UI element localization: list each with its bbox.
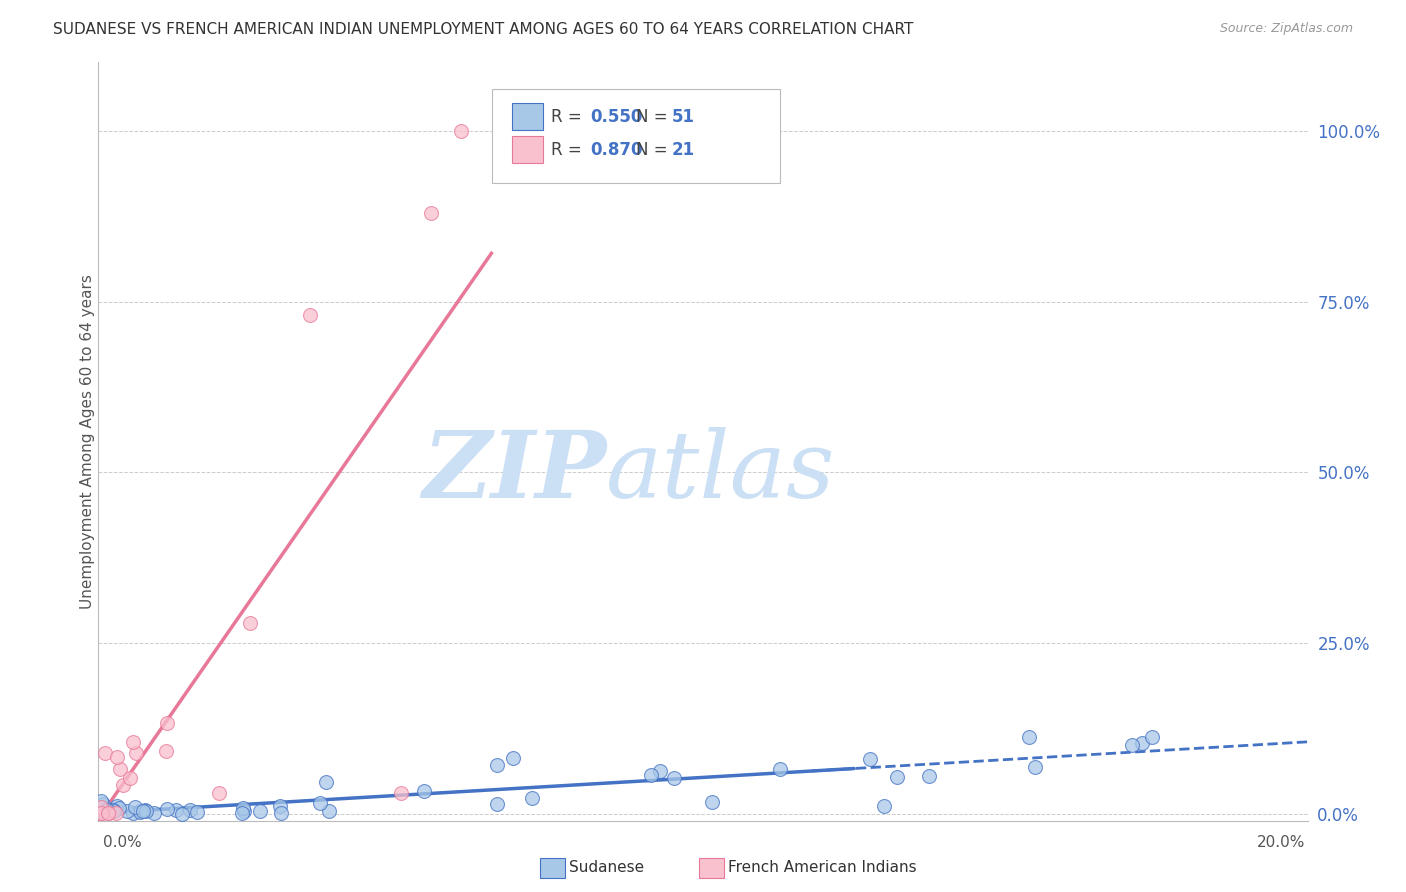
Point (502, 750, 524, 764)
Point (1130, 736, 1153, 750)
Point (299, 308, 322, 322)
Point (486, 797, 509, 811)
Point (1140, 730, 1163, 744)
Point (132, 804, 155, 818)
Text: R =: R = (551, 141, 588, 159)
Point (186, 805, 208, 819)
Point (105, 798, 128, 813)
Text: N =: N = (636, 108, 672, 126)
Text: 0.870: 0.870 (591, 141, 643, 159)
Point (103, 804, 125, 818)
Point (859, 752, 882, 766)
Point (650, 764, 672, 779)
Point (269, 799, 291, 814)
Text: N =: N = (636, 141, 672, 159)
Point (96, 803, 118, 817)
Text: 0.550: 0.550 (591, 108, 643, 126)
Point (94, 746, 117, 760)
Point (231, 806, 253, 821)
Point (101, 804, 124, 818)
Point (232, 805, 254, 819)
Point (91, 806, 114, 821)
Point (315, 775, 337, 789)
Point (155, 744, 177, 758)
Point (918, 769, 941, 783)
Point (1121, 738, 1143, 752)
Text: 0.0%: 0.0% (103, 836, 142, 850)
Point (90, 794, 112, 808)
Point (135, 804, 157, 818)
Text: Sudanese: Sudanese (569, 861, 644, 875)
Point (520, 791, 543, 805)
Point (122, 805, 145, 820)
Point (412, 784, 434, 798)
Point (142, 805, 165, 820)
Point (1024, 760, 1046, 774)
Point (129, 805, 152, 819)
Point (702, 795, 724, 809)
Point (156, 715, 179, 730)
Point (120, 772, 142, 786)
Text: Source: ZipAtlas.com: Source: ZipAtlas.com (1219, 22, 1353, 36)
Point (270, 806, 292, 821)
Point (309, 797, 332, 811)
Point (97, 806, 120, 821)
Point (179, 803, 201, 817)
Y-axis label: Unemployment Among Ages 60 to 64 years: Unemployment Among Ages 60 to 64 years (80, 274, 94, 609)
Point (769, 762, 792, 776)
Text: ZIP: ZIP (422, 427, 606, 516)
Point (108, 762, 131, 776)
Point (91, 805, 114, 819)
Point (111, 778, 134, 792)
Point (249, 804, 271, 818)
Point (640, 768, 662, 782)
Point (117, 804, 139, 818)
Point (105, 749, 128, 764)
Point (662, 771, 685, 785)
Text: SUDANESE VS FRENCH AMERICAN INDIAN UNEMPLOYMENT AMONG AGES 60 TO 64 YEARS CORREL: SUDANESE VS FRENCH AMERICAN INDIAN UNEMP… (53, 22, 914, 37)
Point (108, 801, 131, 815)
Text: French American Indians: French American Indians (728, 861, 917, 875)
Point (90, 800, 112, 814)
Point (129, 805, 152, 819)
Point (124, 746, 146, 760)
Text: 51: 51 (672, 108, 695, 126)
Point (91, 797, 114, 811)
Point (124, 800, 146, 814)
Point (91, 801, 114, 815)
Text: atlas: atlas (606, 427, 835, 516)
Point (389, 786, 412, 800)
Point (208, 786, 231, 800)
Point (165, 803, 187, 817)
Point (104, 806, 127, 821)
Point (134, 803, 156, 817)
Point (420, 205, 443, 219)
Point (1018, 730, 1040, 744)
Point (886, 771, 908, 785)
Text: 21: 21 (672, 141, 695, 159)
Point (172, 806, 194, 821)
Point (318, 804, 340, 818)
Point (450, 124, 472, 138)
Text: R =: R = (551, 108, 588, 126)
Text: 20.0%: 20.0% (1257, 836, 1305, 850)
Point (97, 806, 120, 821)
Point (232, 801, 254, 815)
Point (486, 758, 509, 772)
Point (90, 806, 112, 821)
Point (156, 802, 179, 816)
Point (239, 615, 262, 630)
Point (872, 799, 894, 814)
Point (121, 734, 143, 748)
